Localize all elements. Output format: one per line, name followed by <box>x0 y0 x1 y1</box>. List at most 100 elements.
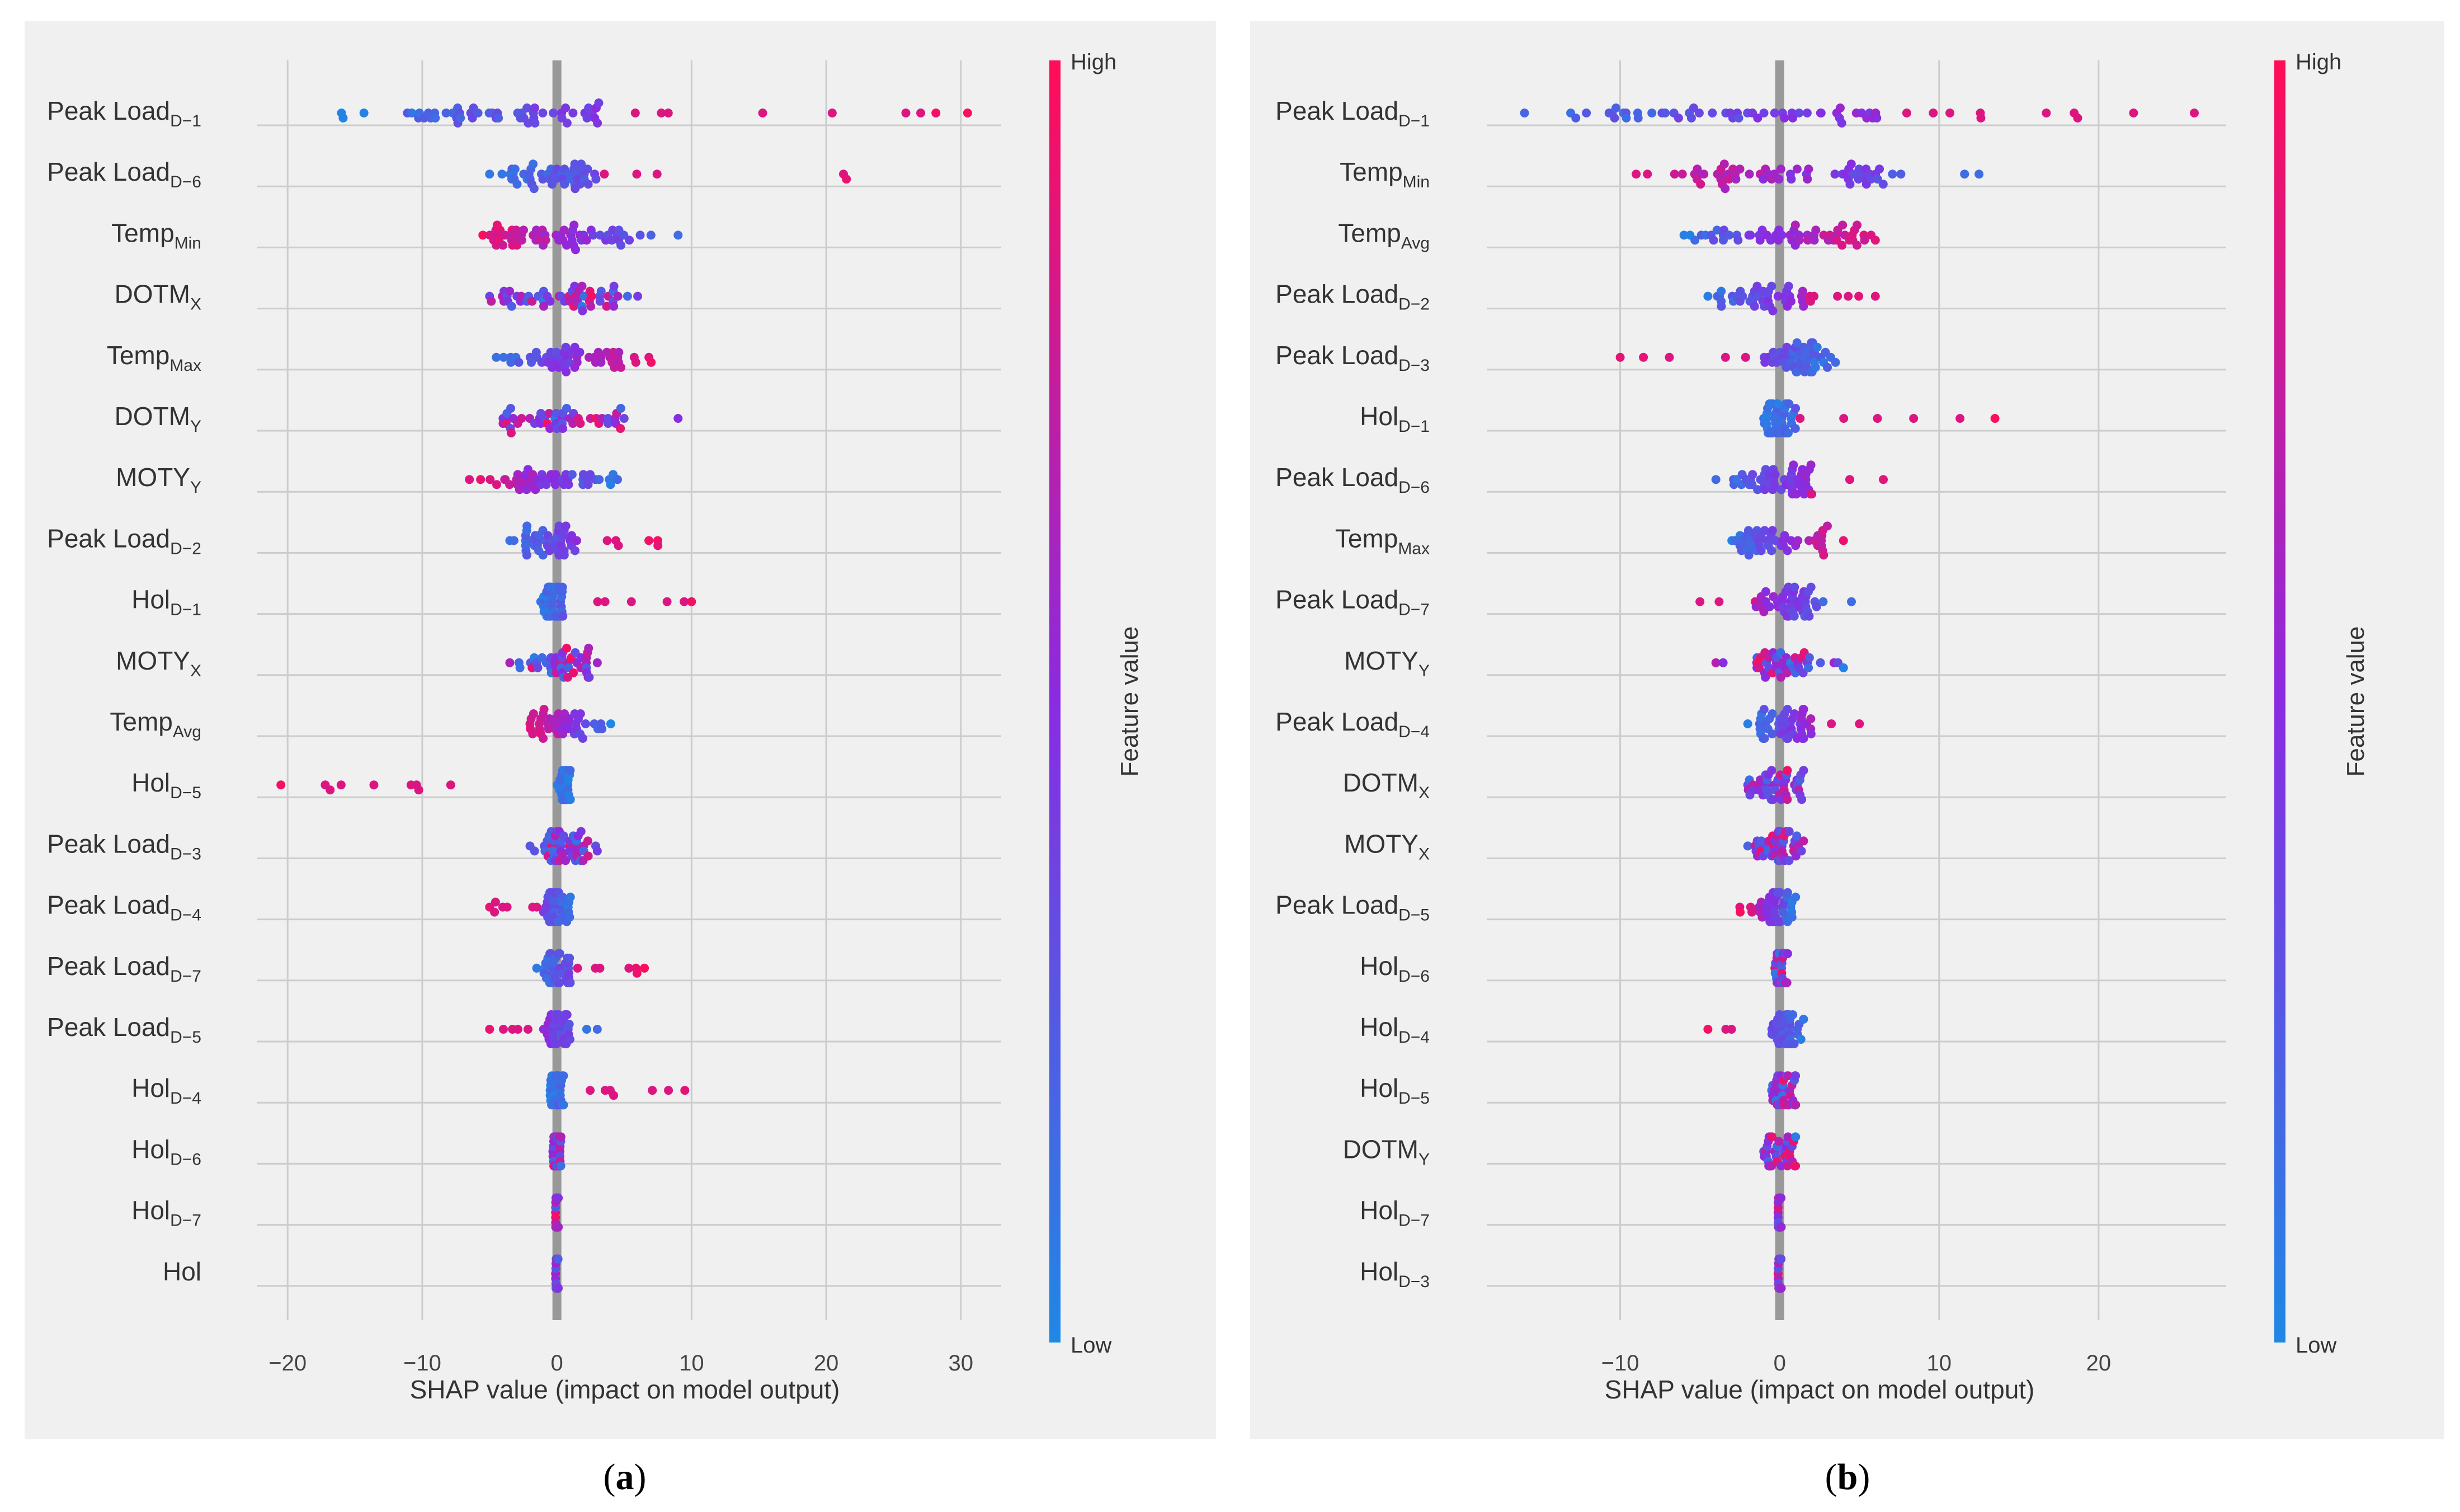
shap-dot <box>522 521 532 531</box>
panel-a-caption: (a) <box>604 1457 647 1497</box>
panel-a-feature-label: DOTMX <box>115 280 201 314</box>
feature-subscript: Y <box>190 478 201 497</box>
shap-dot <box>1661 109 1670 117</box>
shap-dot <box>1718 658 1728 667</box>
shap-dot <box>1839 663 1848 672</box>
shap-dot <box>591 175 601 184</box>
shap-dot <box>1870 235 1880 245</box>
feature-name: Peak Load <box>47 157 170 186</box>
shap-dot <box>359 109 369 117</box>
shap-dot <box>623 291 632 301</box>
shap-dot <box>565 766 575 775</box>
shap-dot <box>522 550 531 560</box>
shap-dot <box>1782 668 1792 677</box>
shap-dot <box>1807 489 1817 499</box>
shap-dot <box>583 836 592 846</box>
panel-b-feature-label: MOTYY <box>1344 646 1430 680</box>
shap-dot <box>626 597 636 606</box>
shap-dot <box>1718 235 1728 245</box>
shap-dot <box>505 286 515 296</box>
shap-dot <box>1736 907 1745 917</box>
shap-dot <box>1791 1132 1801 1142</box>
shap-dot <box>572 536 581 545</box>
shap-dot <box>1784 1071 1793 1081</box>
shap-dot <box>1870 291 1880 301</box>
shap-dot <box>593 119 602 128</box>
shap-dot <box>478 230 488 240</box>
shap-dot <box>1674 114 1683 123</box>
shap-dot <box>538 109 548 117</box>
shap-dot <box>497 169 507 179</box>
shap-dot <box>1839 536 1848 545</box>
shap-dot <box>1816 658 1825 667</box>
shap-dot <box>1765 602 1774 611</box>
shap-dot <box>1790 220 1800 230</box>
shap-dot <box>632 169 642 179</box>
panel-b-grid <box>1487 60 2226 1320</box>
shap-dot <box>1789 611 1799 621</box>
shap-dot <box>558 582 567 592</box>
feature-name: Hol <box>1360 1196 1398 1225</box>
panel-b-feature-label: HolD−4 <box>1360 1012 1430 1047</box>
shap-dot <box>570 546 579 555</box>
shap-dot <box>1756 546 1766 555</box>
panel-a-feature-label: Peak LoadD−3 <box>47 829 201 863</box>
shap-dot <box>1717 286 1726 296</box>
shap-dot <box>1741 352 1750 362</box>
shap-dot <box>1761 672 1770 682</box>
feature-subscript: D−6 <box>1398 478 1430 497</box>
shap-dot <box>1665 352 1674 362</box>
shap-dot <box>498 1025 508 1034</box>
shap-dot <box>538 734 548 743</box>
shap-dot <box>1632 169 1641 179</box>
shap-dot <box>1791 1161 1801 1171</box>
shap-dot <box>587 291 596 301</box>
shap-dot <box>558 892 567 902</box>
shap-dot <box>1633 114 1643 123</box>
shap-dot <box>369 780 379 790</box>
panel-b-feature-label: HolD−5 <box>1360 1073 1430 1108</box>
shap-dot <box>554 1283 563 1293</box>
shap-dot <box>609 1091 619 1100</box>
panel-b-feature-label: HolD−3 <box>1360 1257 1430 1291</box>
shap-dot <box>1743 719 1752 728</box>
feature-subscript: D−3 <box>1398 1273 1430 1291</box>
shap-dot <box>530 103 539 112</box>
shap-dot <box>1791 1071 1801 1081</box>
shap-dot <box>588 230 598 240</box>
feature-subscript: D−7 <box>170 1212 201 1230</box>
panel-b-feature-label: HolD−1 <box>1360 402 1430 436</box>
shap-dot <box>1776 1254 1786 1264</box>
shap-dot <box>931 109 941 117</box>
feature-subscript: Y <box>1418 662 1430 680</box>
shap-dot <box>554 1193 563 1203</box>
panel-b-colorbar <box>2274 60 2285 1343</box>
shap-dot <box>485 169 494 179</box>
shap-dot <box>509 536 519 545</box>
shap-dot <box>595 296 605 306</box>
shap-dot <box>635 230 645 240</box>
shap-dot <box>1784 399 1794 408</box>
shap-dot <box>625 235 634 245</box>
panel-a-x-tick-label: −20 <box>268 1351 307 1376</box>
shap-dot <box>1854 291 1864 301</box>
shap-dot <box>1802 109 1812 117</box>
shap-dot <box>2129 109 2138 117</box>
shap-dot <box>529 709 538 718</box>
shap-dot <box>595 230 605 240</box>
shap-dot <box>1752 281 1762 291</box>
shap-dot <box>1694 109 1704 117</box>
shap-dot <box>551 470 560 479</box>
shap-dot <box>842 175 851 184</box>
shap-dot <box>1853 220 1862 230</box>
feature-subscript: D−2 <box>170 539 201 558</box>
shap-dot <box>532 902 541 912</box>
shap-dot <box>1809 235 1819 245</box>
shap-dot <box>1748 470 1757 479</box>
shap-dot <box>1955 414 1965 423</box>
shap-dot <box>1753 114 1762 123</box>
shap-dot <box>541 480 551 489</box>
shap-dot <box>559 1071 568 1081</box>
shap-dot <box>600 169 609 179</box>
shap-dot <box>1731 175 1741 184</box>
